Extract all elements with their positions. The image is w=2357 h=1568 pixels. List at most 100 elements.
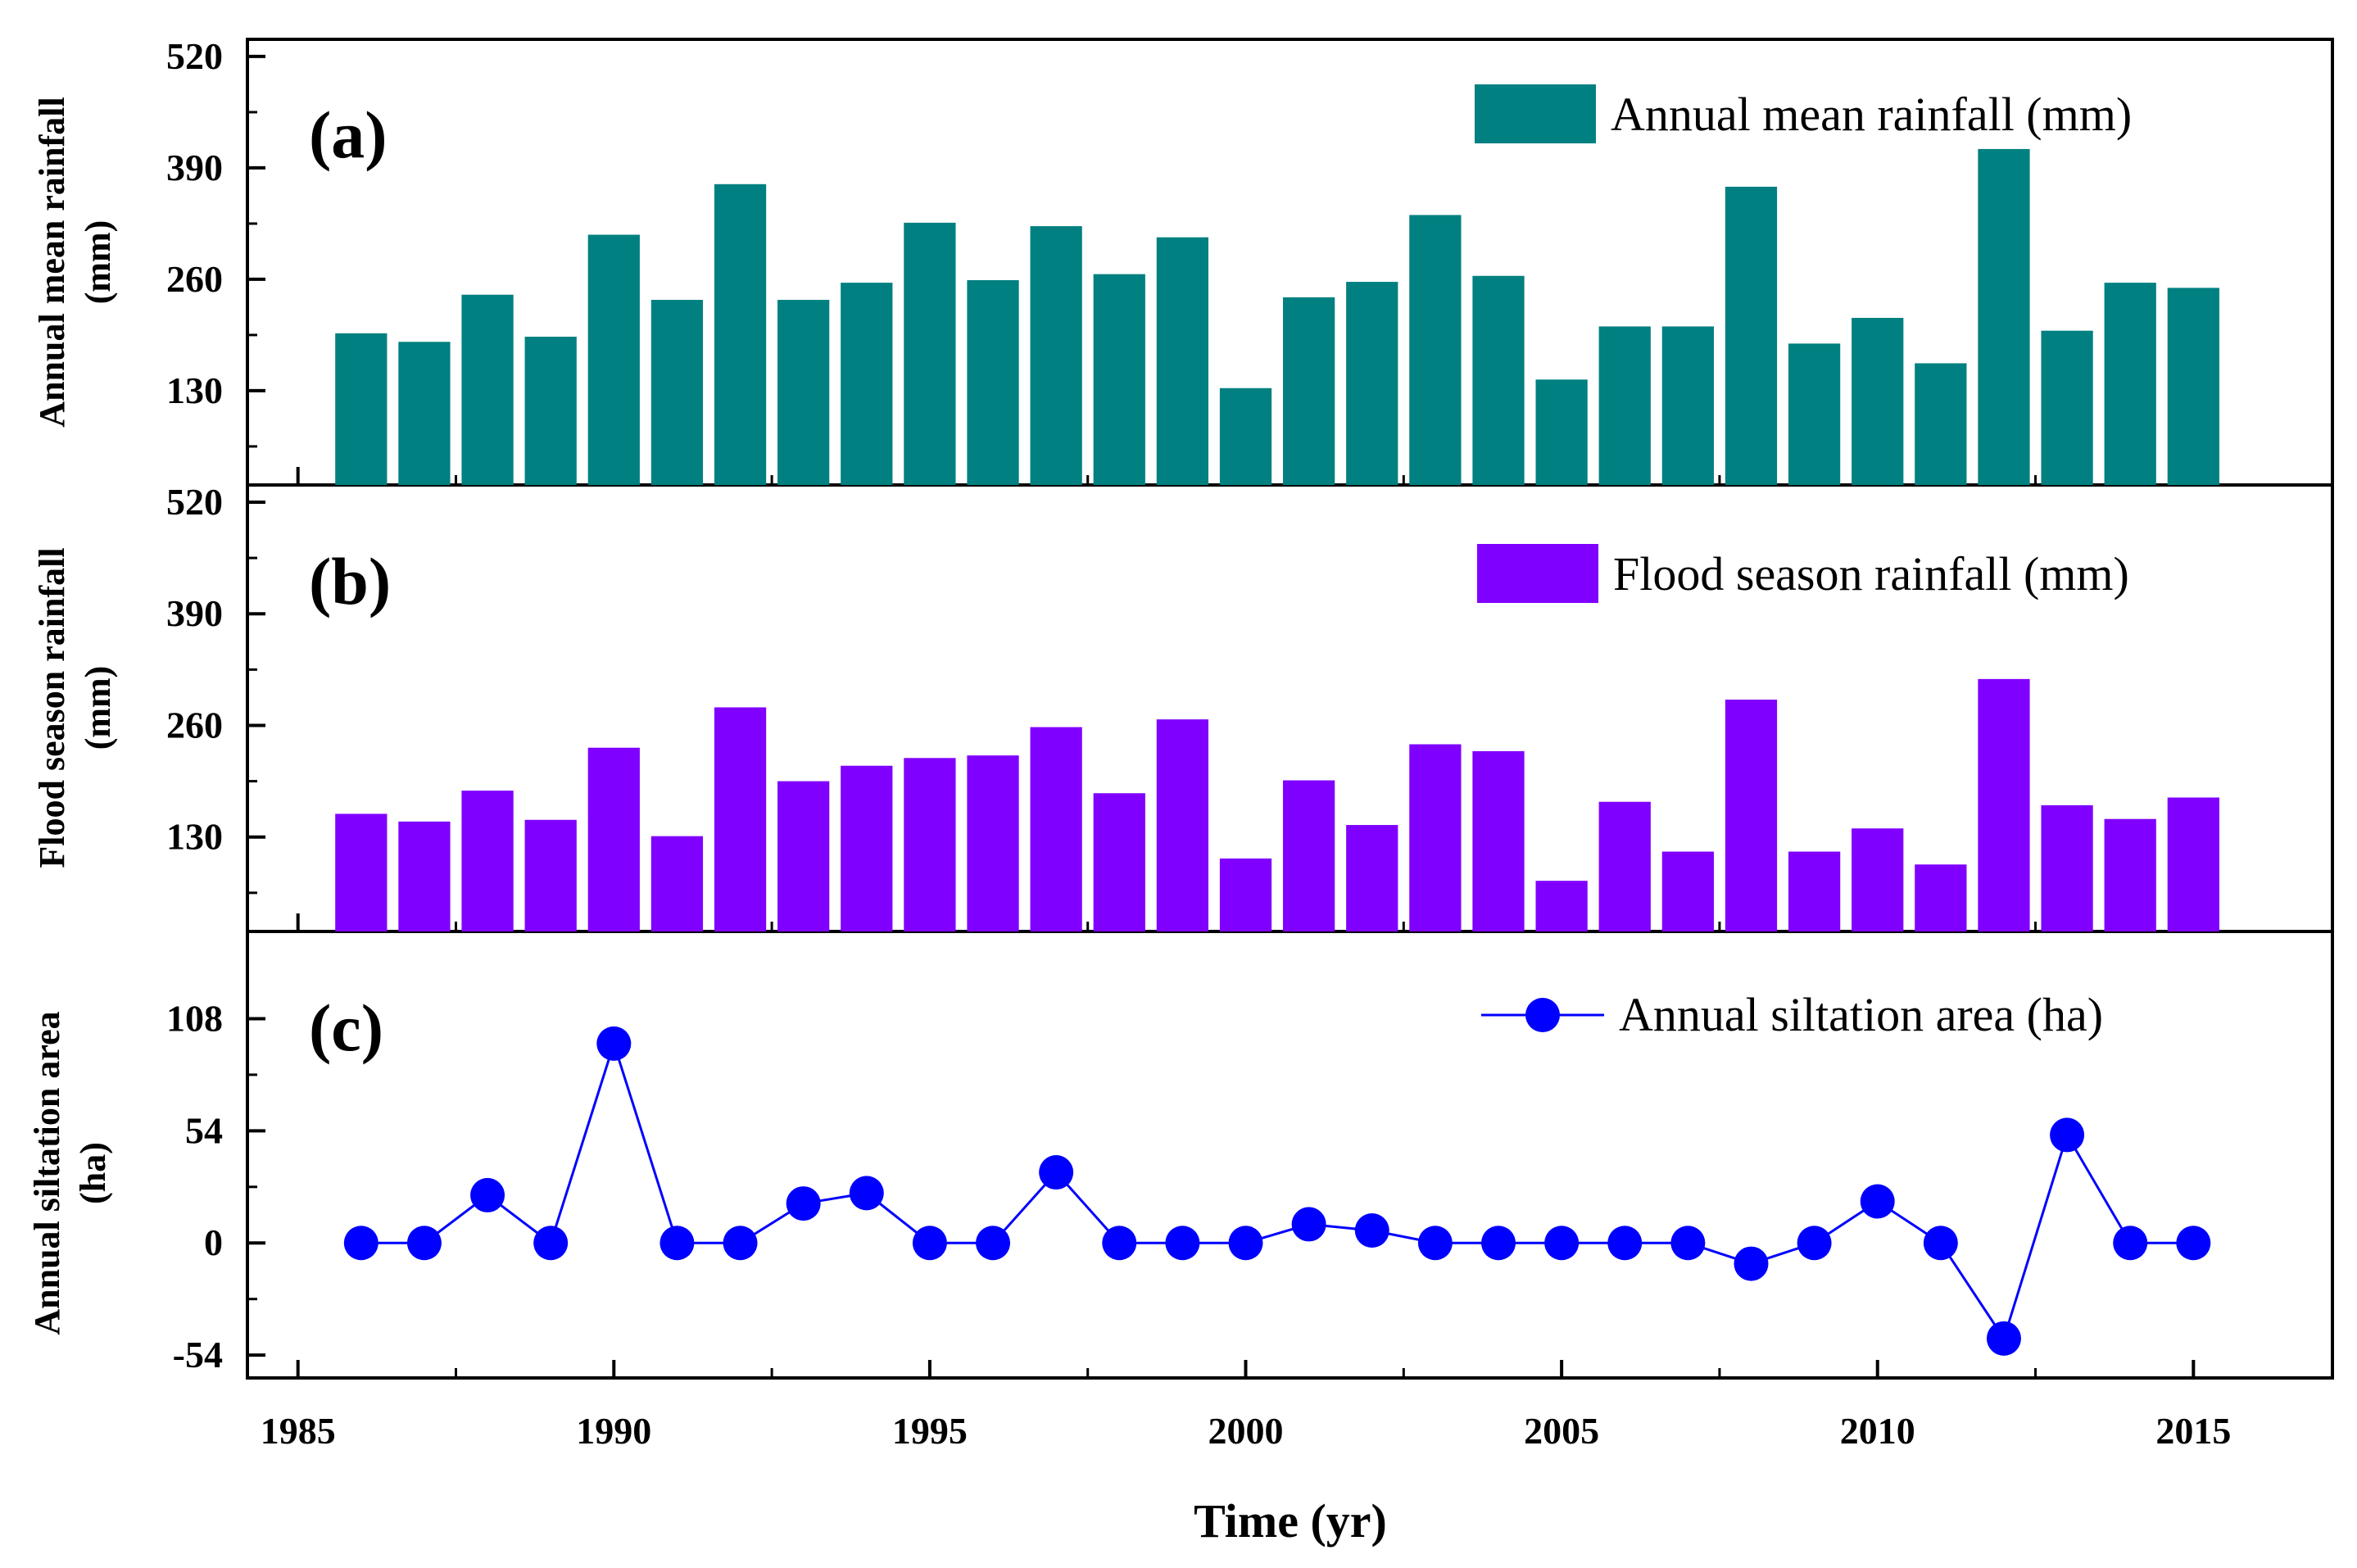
point-c-2007 (1670, 1226, 1706, 1261)
panel-b-tag: (b) (309, 544, 391, 619)
bar-b-1994 (841, 765, 893, 931)
point-c-1998 (1102, 1226, 1137, 1261)
point-c-2010 (1860, 1184, 1895, 1219)
ytick-label-a-2: 390 (166, 147, 223, 188)
ytick-label-a-3: 520 (166, 35, 223, 77)
point-c-2000 (1228, 1226, 1263, 1261)
bar-b-1990 (587, 747, 640, 931)
point-c-2003 (1417, 1226, 1453, 1261)
point-c-2005 (1544, 1226, 1580, 1261)
bar-a-1993 (777, 300, 830, 485)
point-c-1994 (849, 1176, 884, 1211)
point-c-1993 (786, 1186, 821, 1221)
bar-b-2014 (2104, 818, 2156, 931)
point-c-1997 (1039, 1155, 1074, 1190)
bar-b-2007 (1661, 851, 1714, 931)
point-c-2006 (1607, 1226, 1643, 1261)
ytick-label-c-3: 108 (166, 997, 223, 1039)
bar-b-1987 (398, 821, 451, 931)
point-c-2011 (1923, 1226, 1958, 1261)
bar-a-1998 (1093, 274, 1145, 485)
ylabel-c-line1: Annual siltation area (27, 1011, 67, 1335)
bar-b-2008 (1725, 700, 1778, 931)
bar-a-2010 (1852, 318, 1904, 485)
bar-b-1991 (650, 836, 704, 931)
bar-b-1989 (524, 819, 577, 931)
point-c-1992 (723, 1226, 758, 1261)
point-c-2001 (1291, 1207, 1326, 1242)
legend-c-marker (1525, 998, 1560, 1032)
bar-b-1996 (967, 755, 1019, 931)
point-c-1991 (660, 1226, 695, 1261)
xtick-label-5: 2010 (1840, 1410, 1915, 1452)
ytick-label-c-1: 0 (204, 1221, 223, 1263)
ytick-label-c-2: 54 (185, 1109, 223, 1151)
bar-a-2002 (1346, 282, 1398, 485)
bar-b-1988 (461, 791, 514, 931)
bar-a-1986 (335, 333, 388, 485)
point-c-2013 (2050, 1117, 2085, 1153)
bar-a-1988 (461, 294, 514, 485)
bar-a-1989 (524, 337, 577, 485)
bar-a-1990 (587, 234, 640, 485)
point-c-2002 (1354, 1213, 1389, 1249)
bar-a-2007 (1661, 326, 1714, 485)
bar-b-1986 (335, 813, 388, 931)
bar-b-2011 (1915, 864, 1967, 931)
ytick-label-b-3: 520 (166, 481, 223, 523)
xtick-label-1: 1990 (576, 1410, 651, 1452)
bar-a-1999 (1156, 237, 1209, 485)
bar-b-2009 (1788, 851, 1841, 931)
bar-b-2000 (1219, 858, 1272, 931)
point-c-1999 (1165, 1226, 1200, 1261)
bar-a-1997 (1030, 226, 1082, 485)
point-c-1989 (533, 1226, 569, 1261)
point-c-1990 (596, 1026, 632, 1061)
bar-b-2002 (1346, 825, 1398, 931)
bar-b-1998 (1093, 793, 1145, 931)
bar-b-1992 (714, 707, 767, 931)
point-c-1986 (343, 1226, 378, 1261)
bar-a-1996 (967, 279, 1019, 485)
xtick-label-6: 2015 (2155, 1410, 2231, 1452)
bar-b-1995 (904, 758, 956, 931)
bar-b-2015 (2167, 797, 2219, 931)
bar-a-2013 (2041, 330, 2093, 485)
bar-a-2012 (1978, 148, 2030, 485)
bar-a-2014 (2104, 283, 2156, 485)
ytick-label-b-2: 390 (166, 592, 223, 634)
point-c-2014 (2113, 1226, 2148, 1261)
bar-b-1999 (1156, 719, 1209, 931)
ytick-label-b-0: 130 (166, 816, 223, 858)
bar-a-2005 (1535, 379, 1588, 485)
bar-a-2006 (1598, 326, 1651, 485)
point-c-1988 (470, 1177, 505, 1212)
legend-b-swatch (1477, 544, 1598, 603)
legend-c-label: Annual siltation area (ha) (1619, 988, 2103, 1041)
ytick-label-a-1: 260 (166, 258, 223, 300)
ylabel-a-line1: Annual mean rainfall (32, 97, 72, 427)
point-c-2009 (1797, 1226, 1832, 1261)
bar-a-2011 (1915, 363, 1967, 485)
legend-a-label: Annual mean rainfall (mm) (1611, 88, 2132, 141)
bar-b-2005 (1535, 881, 1588, 931)
ylabel-b-line1: Flood season rainfall (32, 547, 72, 868)
xtick-label-3: 2000 (1208, 1410, 1284, 1452)
series-line-c (360, 1039, 2194, 1342)
bar-b-2013 (2041, 804, 2093, 931)
bar-a-1992 (714, 184, 767, 486)
bar-a-1994 (841, 283, 893, 485)
point-c-2015 (2176, 1226, 2211, 1261)
xtick-label-0: 1985 (261, 1410, 336, 1452)
legend-b-label: Flood season rainfall (mm) (1613, 547, 2129, 600)
point-c-1987 (406, 1226, 442, 1261)
panel-a-tag: (a) (309, 97, 388, 172)
bar-a-1995 (904, 222, 956, 485)
bar-b-2012 (1978, 678, 2030, 931)
bar-a-2009 (1788, 343, 1841, 485)
bar-a-1987 (398, 342, 451, 485)
point-c-2012 (1986, 1321, 2021, 1356)
point-c-1996 (976, 1226, 1011, 1261)
bar-b-2006 (1598, 801, 1651, 931)
